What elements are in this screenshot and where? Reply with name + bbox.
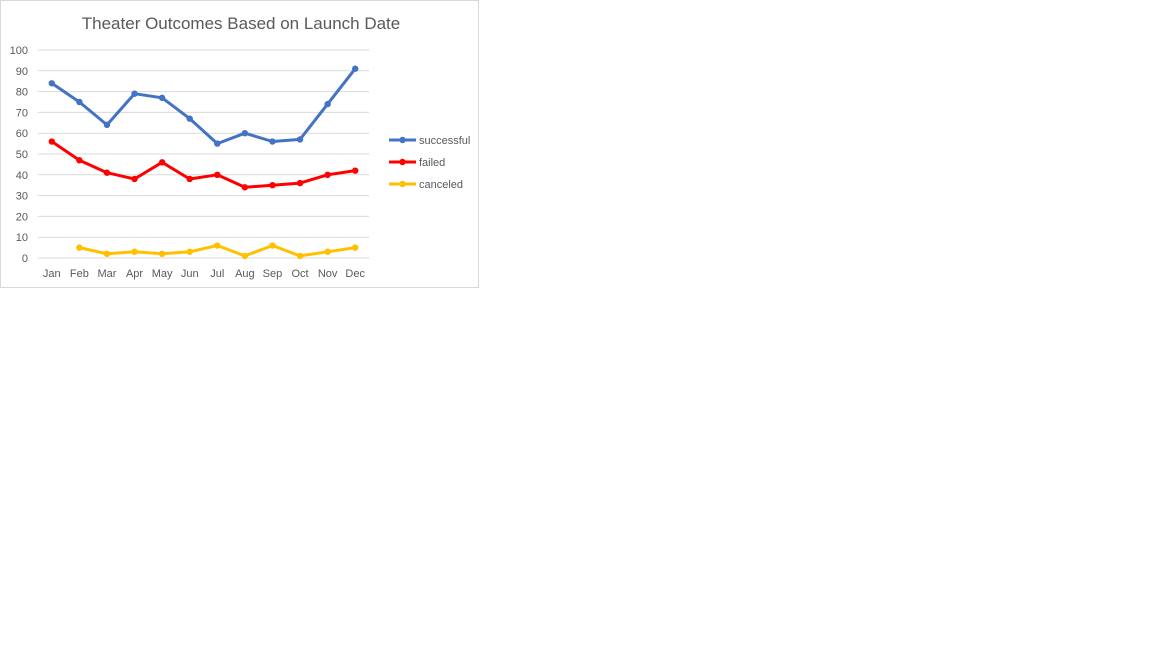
x-tick-label: Mar	[97, 268, 116, 280]
data-point	[269, 182, 276, 189]
legend-item-failed: failed	[389, 157, 445, 169]
y-tick-label: 0	[22, 253, 28, 265]
y-axis-ticks: 0 10 20 30 40 50 60 70 80 90 100	[10, 45, 28, 265]
gridlines	[38, 49, 369, 259]
data-point	[186, 115, 193, 122]
data-point	[103, 250, 111, 258]
x-tick-label: Jun	[181, 268, 199, 280]
y-tick-label: 50	[16, 149, 28, 161]
data-point	[131, 90, 138, 97]
x-tick-label: Jul	[210, 268, 224, 280]
data-point	[241, 130, 249, 137]
data-point	[131, 175, 138, 183]
y-tick-label: 80	[16, 87, 28, 99]
y-tick-label: 90	[16, 66, 28, 78]
legend-label: canceled	[419, 179, 463, 191]
y-tick-label: 40	[16, 170, 28, 182]
y-tick-label: 100	[10, 45, 28, 57]
data-point	[186, 175, 193, 183]
data-point	[76, 244, 83, 251]
series-line-successful	[50, 67, 357, 146]
series-successful	[48, 65, 359, 147]
data-point	[131, 248, 138, 255]
data-point	[214, 242, 221, 249]
line-chart: Theater Outcomes Based on Launch Date 0 1…	[10, 14, 471, 280]
series-canceled	[76, 242, 359, 260]
data-point	[352, 244, 359, 251]
series-line-failed	[50, 140, 357, 189]
data-point	[103, 121, 111, 129]
data-point	[158, 159, 166, 166]
data-point	[269, 138, 276, 145]
y-tick-label: 60	[16, 128, 28, 140]
legend-marker	[399, 180, 406, 188]
x-tick-label: Apr	[126, 268, 143, 280]
legend-item-successful: successful	[389, 135, 470, 147]
legend-label: failed	[419, 157, 445, 169]
data-point	[76, 157, 83, 164]
y-tick-label: 30	[16, 191, 28, 203]
chart-title: Theater Outcomes Based on Launch Date	[82, 14, 400, 33]
x-tick-label: Feb	[70, 268, 89, 280]
y-tick-label: 70	[16, 107, 28, 119]
x-tick-label: May	[152, 268, 173, 280]
legend-marker	[399, 136, 406, 144]
x-tick-label: Aug	[235, 268, 255, 280]
legend-label: successful	[419, 135, 470, 147]
data-point	[76, 98, 83, 106]
legend: successful failed canceled	[389, 135, 470, 191]
data-point	[214, 171, 221, 178]
y-tick-label: 20	[16, 211, 28, 223]
x-tick-label: Sep	[263, 268, 283, 280]
x-tick-label: Nov	[318, 268, 338, 280]
data-point	[103, 169, 111, 176]
data-point	[214, 140, 221, 147]
y-tick-label: 10	[16, 232, 28, 244]
data-point	[296, 136, 304, 143]
x-axis-ticks: Jan Feb Mar Apr May Jun Jul Aug Sep Oct Nov Dec	[43, 268, 366, 280]
data-point	[186, 248, 193, 255]
data-point	[352, 167, 359, 174]
legend-item-canceled: canceled	[389, 179, 463, 191]
data-point	[352, 65, 359, 72]
x-tick-label: Jan	[43, 268, 61, 280]
data-point	[324, 171, 331, 178]
data-point	[48, 138, 55, 145]
series-failed	[48, 138, 359, 191]
data-point	[241, 252, 249, 260]
chart-frame: Theater Outcomes Based on Launch Date 0 1…	[0, 0, 479, 288]
x-tick-label: Oct	[291, 268, 308, 280]
data-point	[296, 252, 304, 260]
x-tick-label: Dec	[345, 268, 365, 280]
data-point	[241, 184, 249, 191]
data-point	[48, 80, 55, 87]
data-point	[269, 242, 276, 249]
data-point	[158, 250, 166, 258]
series-lines	[48, 65, 359, 260]
data-point	[158, 94, 166, 102]
data-point	[296, 179, 304, 187]
data-point	[324, 100, 331, 108]
data-point	[324, 248, 331, 255]
legend-marker	[399, 158, 406, 166]
